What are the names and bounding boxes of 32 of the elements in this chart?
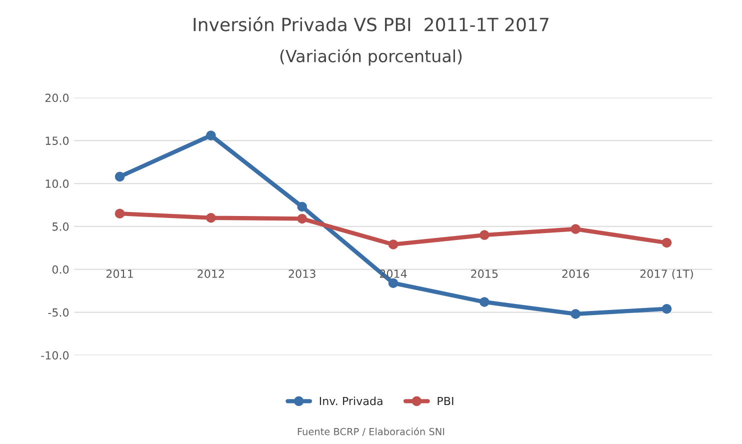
point [114, 208, 125, 218]
y-tick-label: -5.0 [48, 308, 69, 317]
point [114, 172, 125, 182]
x-tick-label: 2015 [471, 270, 498, 278]
x-tick-label: 2013 [288, 270, 316, 278]
point [297, 214, 307, 224]
point [206, 212, 216, 223]
chart-subtitle: (Variación porcentual) [280, 48, 462, 66]
x-tick-label: 2016 [562, 270, 590, 278]
point [388, 240, 398, 250]
y-tick-label: -10.0 [41, 351, 69, 360]
x-tick-label: 2017 (1T) [640, 269, 693, 280]
point [570, 224, 580, 234]
point [206, 130, 216, 140]
source-note: Fuente BCRP / Elaboración SNI [298, 427, 444, 436]
y-tick-label: 15.0 [46, 136, 69, 145]
x-tick-label: 2012 [198, 270, 224, 278]
legend-label: PBI [438, 396, 454, 406]
point [662, 238, 672, 248]
y-tick-label: 20.0 [45, 94, 69, 102]
legend-label: Inv. Privada [320, 396, 382, 406]
point [480, 230, 490, 240]
point [388, 278, 398, 288]
point [297, 202, 307, 212]
point [570, 309, 580, 319]
chart-title: Inversión Privada VS PBI 2011-1T 2017 [194, 16, 548, 32]
point [480, 297, 490, 307]
y-tick-label: 0.0 [52, 265, 69, 274]
x-tick-label: 2011 [106, 270, 133, 278]
y-tick-label: 10.0 [46, 179, 69, 188]
point [662, 304, 672, 314]
y-tick-label: 5.0 [52, 222, 69, 231]
